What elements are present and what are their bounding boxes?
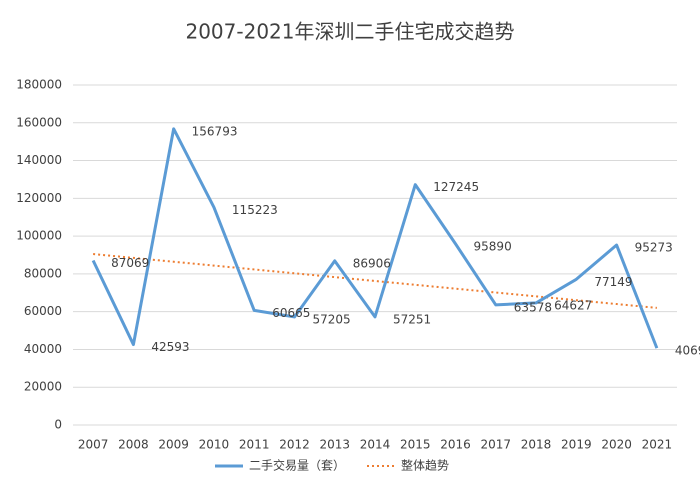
data-label: 115223 bbox=[232, 203, 278, 217]
data-label: 40699 bbox=[675, 344, 700, 358]
x-tick-label: 2015 bbox=[400, 438, 431, 452]
y-tick-label: 60000 bbox=[24, 304, 62, 318]
x-tick-label: 2013 bbox=[319, 438, 350, 452]
data-label: 95890 bbox=[474, 239, 512, 253]
data-label: 95273 bbox=[635, 241, 673, 255]
data-label: 57251 bbox=[393, 312, 431, 326]
data-label: 63578 bbox=[514, 300, 552, 314]
x-tick-label: 2019 bbox=[561, 438, 592, 452]
data-label: 64627 bbox=[554, 298, 592, 312]
y-tick-label: 100000 bbox=[16, 229, 62, 243]
x-tick-label: 2010 bbox=[199, 438, 230, 452]
data-label: 57205 bbox=[312, 312, 350, 326]
data-label: 127245 bbox=[433, 180, 479, 194]
legend-label: 整体趋势 bbox=[401, 458, 449, 473]
data-label: 77149 bbox=[594, 275, 632, 289]
data-label: 42593 bbox=[151, 340, 189, 354]
y-tick-label: 20000 bbox=[24, 380, 62, 394]
trend-line bbox=[93, 253, 657, 309]
data-label: 86906 bbox=[353, 256, 391, 270]
series-line bbox=[91, 127, 659, 349]
legend-label: 二手交易量（套） bbox=[249, 458, 345, 473]
data-label: 87069 bbox=[111, 256, 149, 270]
x-tick-label: 2021 bbox=[642, 438, 673, 452]
data-label: 156793 bbox=[192, 124, 238, 138]
y-tick-label: 180000 bbox=[16, 78, 62, 92]
x-tick-label: 2011 bbox=[239, 438, 270, 452]
y-tick-label: 160000 bbox=[16, 115, 62, 129]
x-tick-label: 2017 bbox=[481, 438, 512, 452]
chart-title: 2007-2021年深圳二手住宅成交趋势 bbox=[185, 20, 514, 44]
x-tick-label: 2014 bbox=[360, 438, 391, 452]
data-label: 60665 bbox=[272, 306, 310, 320]
x-tick-label: 2020 bbox=[601, 438, 632, 452]
x-tick-label: 2008 bbox=[118, 438, 149, 452]
x-tick-label: 2007 bbox=[78, 438, 109, 452]
x-tick-label: 2016 bbox=[440, 438, 471, 452]
y-tick-label: 0 bbox=[54, 418, 62, 432]
y-tick-label: 80000 bbox=[24, 266, 62, 280]
y-tick-label: 140000 bbox=[16, 153, 62, 167]
y-tick-label: 40000 bbox=[24, 342, 62, 356]
x-tick-label: 2009 bbox=[158, 438, 189, 452]
x-tick-label: 2012 bbox=[279, 438, 310, 452]
x-tick-label: 2018 bbox=[521, 438, 552, 452]
y-tick-label: 120000 bbox=[16, 191, 62, 205]
